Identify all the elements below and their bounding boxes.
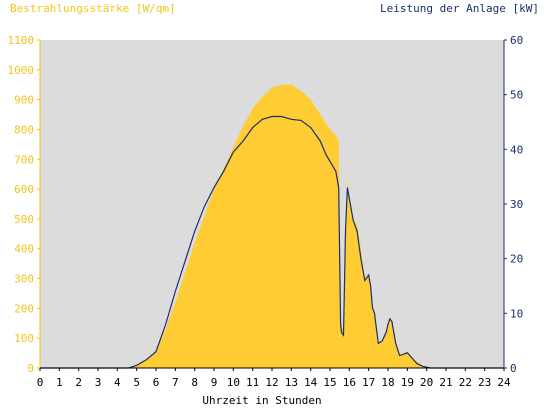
y-right-tick-label: 20	[510, 253, 523, 266]
x-tick-label: 24	[497, 376, 511, 389]
x-tick-label: 6	[153, 376, 160, 389]
y-left-tick-label: 200	[14, 302, 34, 315]
y-right-tick-label: 60	[510, 34, 523, 47]
x-tick-label: 2	[75, 376, 82, 389]
x-tick-label: 22	[459, 376, 472, 389]
x-tick-label: 16	[343, 376, 356, 389]
x-tick-label: 20	[420, 376, 433, 389]
irradiance-area-group	[40, 84, 504, 368]
irradiance-area	[40, 84, 504, 368]
y-left-tick-label: 400	[14, 243, 34, 256]
x-tick-label: 1	[56, 376, 63, 389]
power-line	[40, 115, 504, 369]
y-left-tick-label: 1100	[8, 34, 35, 47]
x-tick-label: 8	[191, 376, 198, 389]
x-tick-label: 21	[439, 376, 452, 389]
x-tick-label: 9	[211, 376, 218, 389]
y-left-tick-label: 1000	[8, 64, 35, 77]
y-left-tick-label: 100	[14, 332, 34, 345]
x-tick-label: 12	[265, 376, 278, 389]
y-left-tick-label: 900	[14, 94, 34, 107]
y-left-tick-label: 300	[14, 273, 34, 286]
y-right-tick-label: 0	[510, 362, 517, 375]
y-right-tick-label: 30	[510, 198, 523, 211]
x-tick-label: 17	[362, 376, 375, 389]
y-left-tick-label: 800	[14, 123, 34, 136]
x-tick-label: 5	[133, 376, 140, 389]
x-tick-label: 13	[285, 376, 298, 389]
y-left-tick-label: 600	[14, 183, 34, 196]
x-tick-label: 14	[304, 376, 318, 389]
y-left-tick-label: 700	[14, 153, 34, 166]
tick-group: 0100200300400500600700800900100011000102…	[8, 34, 524, 389]
x-tick-label: 7	[172, 376, 179, 389]
x-axis-title: Uhrzeit in Stunden	[202, 394, 321, 407]
y-left-tick-label: 500	[14, 213, 34, 226]
power-line-group	[40, 115, 504, 369]
left-axis-title: Bestrahlungsstärke [W/qm]	[10, 2, 176, 15]
x-tick-label: 10	[227, 376, 240, 389]
right-axis-title: Leistung der Anlage [kW]	[380, 2, 539, 15]
x-tick-label: 11	[246, 376, 259, 389]
x-tick-label: 0	[37, 376, 44, 389]
y-right-tick-label: 40	[510, 143, 523, 156]
x-tick-label: 15	[323, 376, 336, 389]
y-left-tick-label: 0	[27, 362, 34, 375]
y-right-tick-label: 50	[510, 89, 523, 102]
x-tick-label: 18	[381, 376, 394, 389]
y-right-tick-label: 10	[510, 307, 523, 320]
x-tick-label: 19	[401, 376, 414, 389]
x-tick-label: 23	[478, 376, 491, 389]
x-tick-label: 4	[114, 376, 121, 389]
x-tick-label: 3	[95, 376, 102, 389]
